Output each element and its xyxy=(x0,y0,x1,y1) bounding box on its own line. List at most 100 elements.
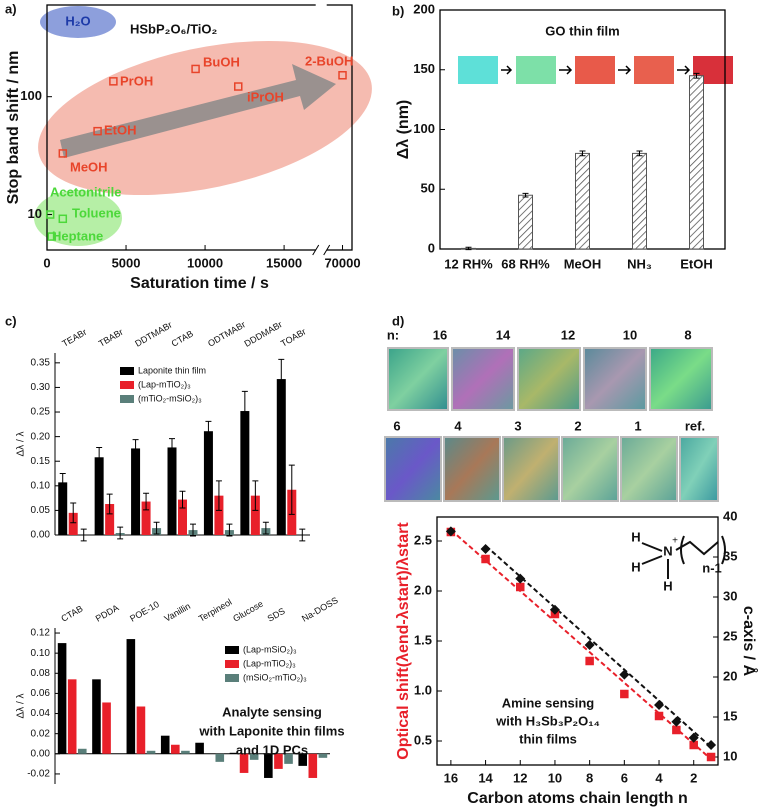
annotation: Analyte sensing xyxy=(222,704,322,719)
bar xyxy=(58,482,68,535)
x-tick-label: EtOH xyxy=(680,256,713,271)
y-tick-label: 2.0 xyxy=(414,582,432,597)
swatch-label: 3 xyxy=(514,418,521,433)
panel-label: a) xyxy=(5,1,17,16)
structure-label: + xyxy=(672,536,678,547)
x-tick-label: 5000 xyxy=(112,255,141,270)
y-tick-label: 100 xyxy=(20,88,42,103)
bar xyxy=(167,447,177,535)
point xyxy=(706,752,716,762)
panel-label: b) xyxy=(392,3,404,18)
annotation: Amine sensing xyxy=(502,695,595,710)
bar xyxy=(689,75,704,250)
point-label: Heptane xyxy=(52,228,103,243)
y-tick-label: 200 xyxy=(413,1,435,16)
point-label: Acetonitrile xyxy=(50,184,122,199)
legend-label: (Lap-mTiO₂)₃ xyxy=(243,658,296,668)
y2-axis-label: c-axis / Å xyxy=(740,606,759,677)
error-bar xyxy=(190,523,196,537)
bar xyxy=(102,702,111,754)
y-tick-label: 0.05 xyxy=(31,505,51,516)
panel-b-swatches xyxy=(458,56,733,84)
legend-swatch xyxy=(120,367,134,375)
error-bar xyxy=(693,72,700,79)
x-tick-label: DDTMABr xyxy=(133,320,174,349)
x-tick-label: MeOH xyxy=(564,256,602,271)
structure-label: H xyxy=(631,529,640,544)
x-tick-label: ODTMABr xyxy=(206,319,247,348)
legend-label: (Lap-mSiO₂)₃ xyxy=(243,644,297,654)
error-bar xyxy=(80,528,87,542)
legend-swatch xyxy=(225,646,239,654)
bar xyxy=(94,457,104,535)
bar xyxy=(136,706,146,754)
bar xyxy=(229,752,239,754)
swatch-label: 16 xyxy=(433,327,447,342)
x-tick-label: 12 RH% xyxy=(444,256,493,271)
error-bar xyxy=(299,528,306,542)
axis-break xyxy=(315,3,327,7)
structure xyxy=(641,535,726,579)
x-tick-label: Vanillin xyxy=(163,601,193,624)
point xyxy=(584,640,595,650)
error-bar xyxy=(465,246,472,251)
x-tick-label: CTAB xyxy=(170,328,195,348)
annotation: and 1D PCs xyxy=(236,742,308,757)
x-tick-label: Terpineol xyxy=(197,597,234,624)
structure-label: H xyxy=(631,559,640,574)
error-bar xyxy=(241,390,248,432)
error-bar xyxy=(169,438,175,457)
swatch-label: 4 xyxy=(454,418,462,433)
error-bar xyxy=(70,502,77,524)
swatch-label: 2 xyxy=(574,418,581,433)
y-axis-label: Δλ / λ xyxy=(16,431,27,456)
panel-a-decoration xyxy=(34,6,372,246)
point xyxy=(549,604,560,615)
x-tick-label: TEABr xyxy=(60,327,88,349)
bar xyxy=(518,194,533,250)
x-tick-label: 12 xyxy=(513,770,527,785)
point xyxy=(58,149,68,158)
y-tick-label: 0.02 xyxy=(31,728,51,739)
bar xyxy=(575,152,590,250)
y-tick-label: 0.5 xyxy=(414,732,432,747)
y-tick-label: 0.12 xyxy=(31,628,51,639)
x-tick-label: SDS xyxy=(266,606,287,624)
bar xyxy=(318,753,328,758)
point-label: EtOH xyxy=(104,122,137,137)
y-tick-label: 1.5 xyxy=(414,632,432,647)
bar xyxy=(203,431,213,535)
y-tick-label: 10 xyxy=(723,748,737,763)
y-tick-label: 10 xyxy=(28,206,42,221)
chart-title: HSbP₂O₆/TiO₂ xyxy=(130,21,218,36)
point xyxy=(585,656,594,666)
error-bar xyxy=(143,492,150,511)
point xyxy=(93,126,102,136)
point-label: iPrOH xyxy=(247,89,284,104)
y-tick-label: 0.00 xyxy=(31,748,51,759)
axis-break xyxy=(315,248,327,252)
error-bar xyxy=(59,473,66,492)
error-bar xyxy=(215,480,222,511)
legend-swatch xyxy=(120,395,134,403)
legend-label: (mSiO₂-mTiO₂)₃ xyxy=(243,672,307,682)
bar xyxy=(274,753,283,769)
x-tick-label: 0 xyxy=(43,255,50,270)
error-bar xyxy=(117,526,124,540)
y-axis-label: Δλ / λ xyxy=(16,693,27,718)
chart-title: GO thin film xyxy=(545,23,619,38)
point xyxy=(58,214,68,224)
error-bar xyxy=(226,523,233,537)
x-tick-label: 2 xyxy=(690,770,697,785)
x-tick-label: POE-10 xyxy=(128,599,161,624)
structure-label: N xyxy=(663,543,672,558)
point xyxy=(480,544,491,554)
x-tick-label: 16 xyxy=(444,770,458,785)
panel-label: d) xyxy=(392,313,404,328)
annotation: with Laponite thin films xyxy=(198,723,344,738)
y-tick-label: 0.35 xyxy=(31,357,51,368)
y-tick-label: 0.15 xyxy=(31,456,51,467)
x-tick-label: CTAB xyxy=(59,603,84,623)
bar xyxy=(240,411,250,535)
